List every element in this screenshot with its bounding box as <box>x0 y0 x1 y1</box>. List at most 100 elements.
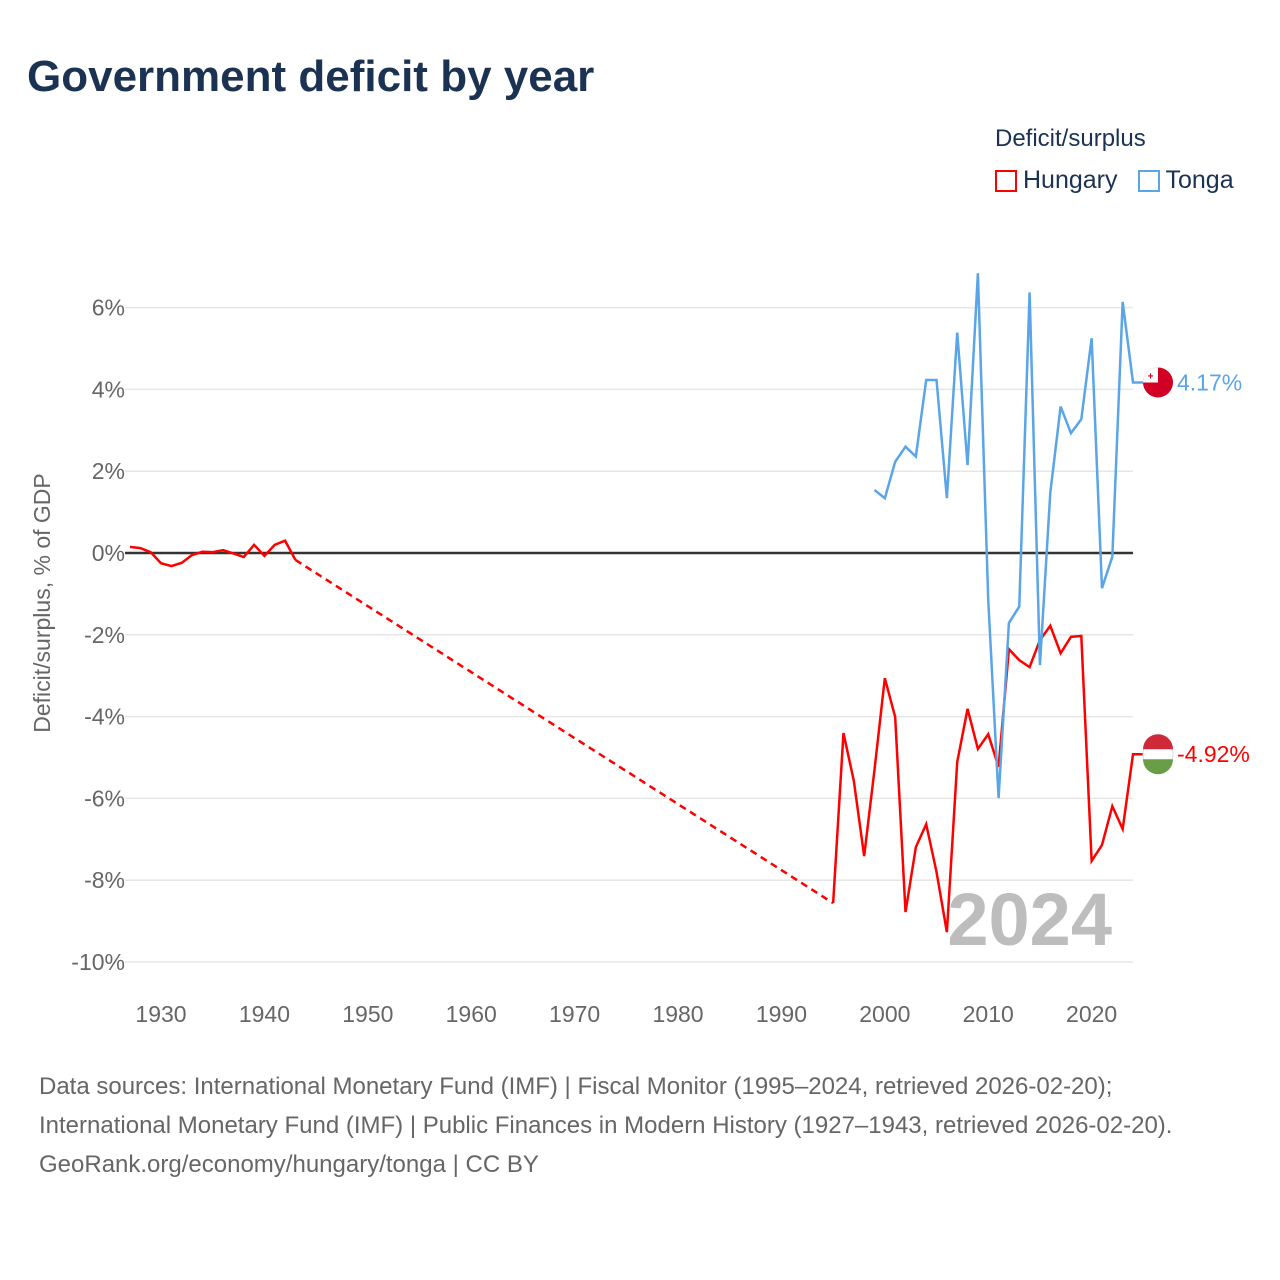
data-point-hungary <box>965 706 971 712</box>
data-point-hungary <box>954 759 960 765</box>
data-point-hungary <box>251 542 257 548</box>
tonga-flag-cross: + <box>1148 371 1154 382</box>
hungary-flag-red <box>1143 734 1173 750</box>
y-tick-label: 0% <box>92 540 125 566</box>
x-tick-label: 1930 <box>135 1001 186 1027</box>
y-tick-label: -8% <box>84 867 125 893</box>
data-point-tonga <box>1037 662 1043 668</box>
data-point-tonga <box>1027 289 1033 295</box>
page-title: Government deficit by year <box>27 52 595 101</box>
data-point-hungary <box>292 557 298 563</box>
data-point-hungary <box>975 746 981 752</box>
tonga-flag-canton <box>1143 367 1158 383</box>
data-point-tonga <box>985 597 991 603</box>
data-point-hungary <box>851 778 857 784</box>
data-point-hungary <box>137 545 143 551</box>
y-tick-label: 6% <box>92 295 125 321</box>
data-point-hungary <box>882 675 888 681</box>
data-point-tonga <box>965 462 971 468</box>
x-tick-label: 1990 <box>756 1001 807 1027</box>
legend-label: Hungary <box>1023 166 1118 194</box>
data-point-hungary <box>1058 650 1064 656</box>
data-point-hungary <box>1109 803 1115 809</box>
data-point-hungary <box>944 929 950 935</box>
x-tick-label: 1980 <box>652 1001 703 1027</box>
data-point-hungary <box>892 714 898 720</box>
data-point-tonga <box>954 330 960 336</box>
data-point-hungary <box>830 900 836 906</box>
end-label-hungary: -4.92% <box>1177 741 1250 767</box>
series-line-hungary <box>129 539 297 568</box>
y-tick-label: -10% <box>71 949 125 975</box>
year-watermark: 2024 <box>947 878 1112 961</box>
end-label-tonga: 4.17% <box>1177 369 1242 395</box>
series-line-tonga <box>873 273 1143 799</box>
series-line-hungary <box>831 623 1143 933</box>
data-point-tonga <box>1130 379 1136 385</box>
x-tick-label: 1940 <box>239 1001 290 1027</box>
data-point-tonga <box>1099 585 1105 591</box>
y-axis-label: Deficit/surplus, % of GDP <box>29 473 55 732</box>
data-point-hungary <box>272 542 278 548</box>
data-point-hungary <box>1078 633 1084 639</box>
x-tick-label: 1950 <box>342 1001 393 1027</box>
x-tick-label: 1970 <box>549 1001 600 1027</box>
data-point-tonga <box>934 377 940 383</box>
data-point-hungary <box>158 560 164 566</box>
data-point-tonga <box>903 444 909 450</box>
data-point-hungary <box>230 550 236 556</box>
y-tick-label: -6% <box>84 785 125 811</box>
data-point-tonga <box>1109 554 1115 560</box>
data-point-tonga <box>1120 299 1126 305</box>
data-point-tonga <box>1058 404 1064 410</box>
footer: Data sources: International Monetary Fun… <box>39 1067 1239 1184</box>
data-point-tonga <box>996 795 1002 801</box>
data-point-hungary <box>1099 842 1105 848</box>
x-tick-label: 1960 <box>446 1001 497 1027</box>
data-point-hungary <box>1068 634 1074 640</box>
data-point-tonga <box>975 270 981 276</box>
data-point-hungary <box>1130 751 1136 757</box>
legend-item-tonga[interactable]: Tonga <box>1137 166 1234 195</box>
data-point-hungary <box>861 853 867 859</box>
data-point-hungary <box>210 549 216 555</box>
data-point-hungary <box>871 767 877 773</box>
line-chart: 6% 4% 2% 0% -2% -4% -6% -8% -10% 1930 1940 1950 1960… <box>29 270 1250 1027</box>
data-point-hungary <box>261 553 267 559</box>
data-point-hungary <box>282 538 288 544</box>
data-point-tonga <box>1078 416 1084 422</box>
hungary-flag-green <box>1143 759 1173 775</box>
y-tick-label: -2% <box>84 622 125 648</box>
legend-item-hungary[interactable]: Hungary <box>995 166 1118 195</box>
data-point-hungary <box>903 909 909 915</box>
x-tick-label: 2010 <box>963 1001 1014 1027</box>
source-link[interactable]: GeoRank.org/economy/hungary/tonga | CC B… <box>39 1151 539 1178</box>
data-point-tonga <box>913 453 919 459</box>
data-point-hungary <box>1047 623 1053 629</box>
legend-swatch-hungary <box>995 169 1017 192</box>
data-point-tonga <box>871 487 877 493</box>
y-tick-label: -4% <box>84 704 125 730</box>
y-tick-label: 2% <box>92 458 125 484</box>
data-point-hungary <box>241 554 247 560</box>
data-point-hungary <box>189 552 195 558</box>
legend: Hungary Tonga <box>995 166 1234 195</box>
data-point-tonga <box>1016 604 1022 610</box>
x-tick-label: 2000 <box>859 1001 910 1027</box>
data-sources: Data sources: International Monetary Fun… <box>39 1073 1173 1139</box>
data-point-tonga <box>1047 490 1053 496</box>
data-point-tonga <box>882 495 888 501</box>
data-point-hungary <box>913 844 919 850</box>
series-gap-hungary <box>294 558 834 905</box>
data-point-tonga <box>892 459 898 465</box>
data-point-tonga <box>1089 335 1095 341</box>
data-point-hungary <box>199 549 205 555</box>
data-point-hungary <box>1016 657 1022 663</box>
data-point-hungary <box>1120 826 1126 832</box>
x-tick-label: 2020 <box>1066 1001 1117 1027</box>
data-point-hungary <box>220 547 226 553</box>
data-point-hungary <box>923 821 929 827</box>
data-point-tonga <box>1006 620 1012 626</box>
data-point-hungary <box>985 731 991 737</box>
